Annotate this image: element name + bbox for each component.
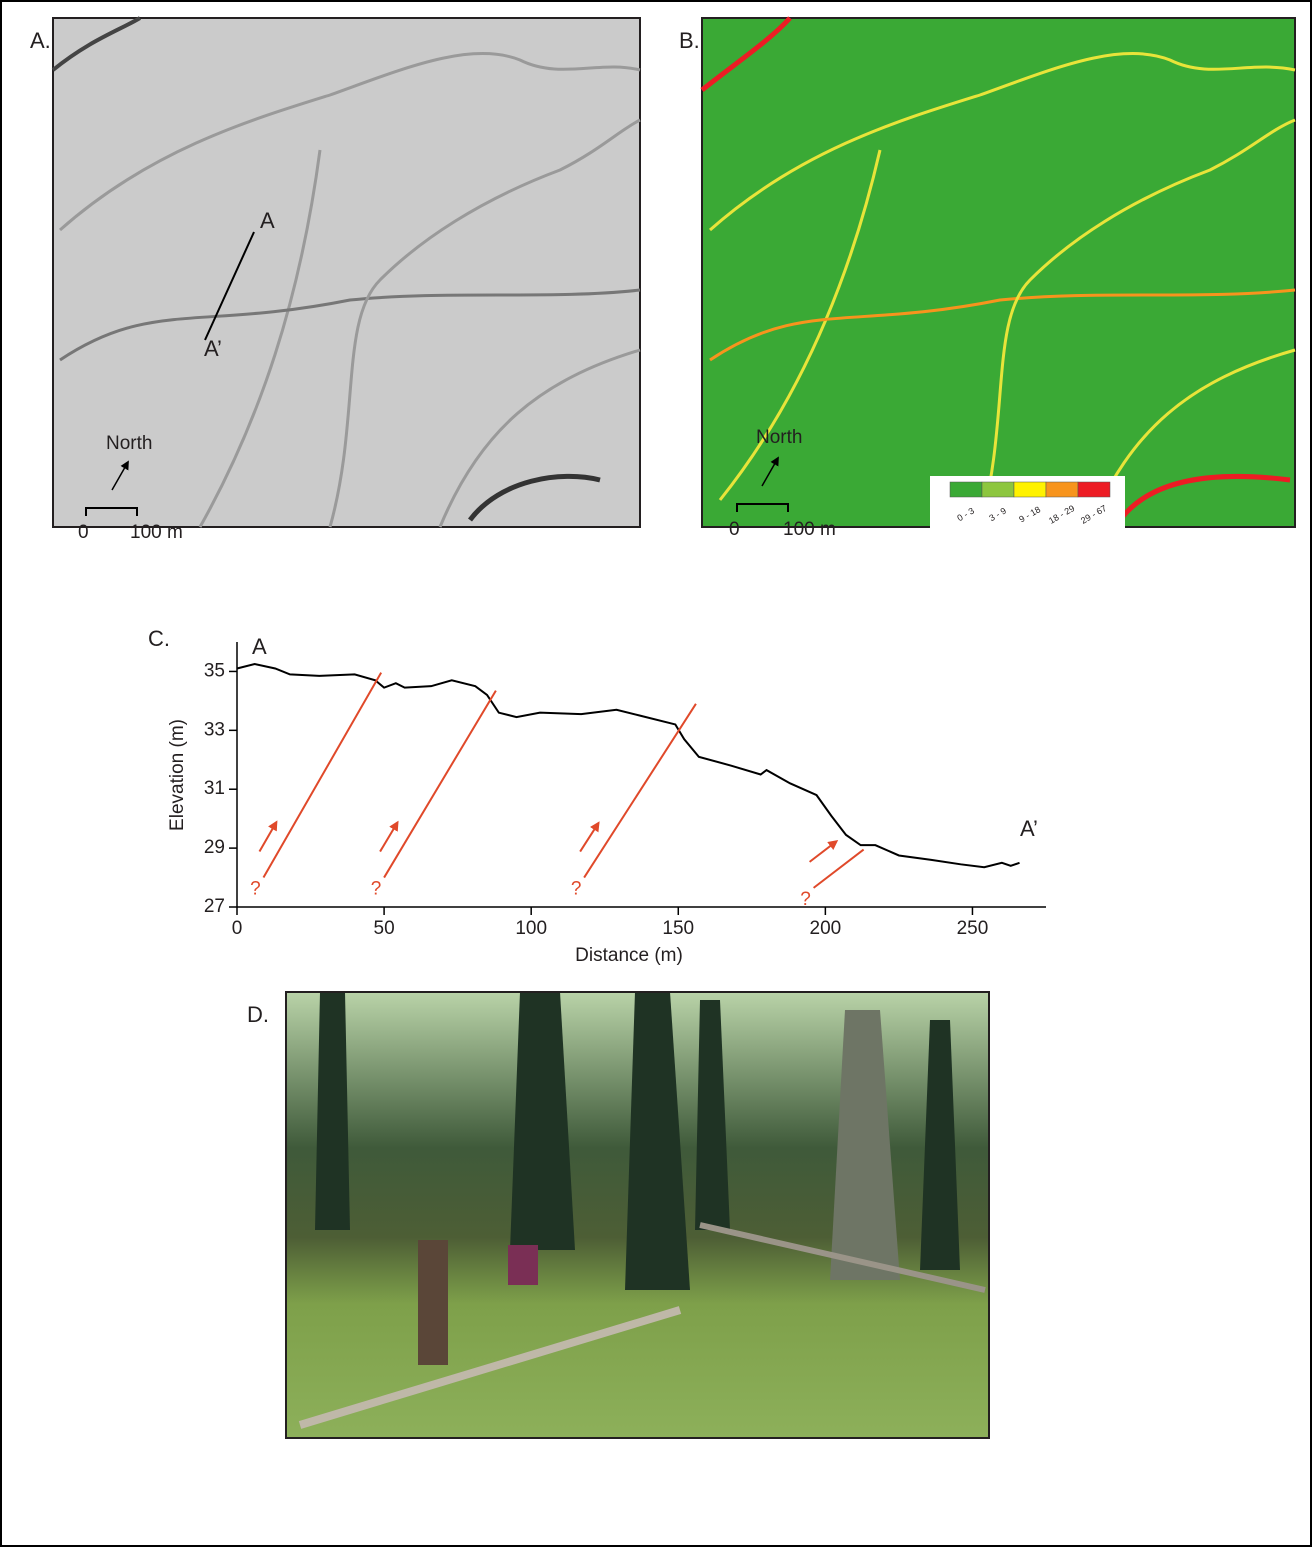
fault-query: ? [250,879,261,900]
legend-swatch [950,482,982,497]
panel-d: D. [247,992,989,1438]
x-tick-label: 250 [957,918,989,939]
panel-label: C. [148,626,170,651]
x-tick-label: 0 [232,918,243,939]
x-tick-label: 150 [662,918,694,939]
scale-start: 0 [78,522,89,543]
y-tick-label: 29 [204,837,225,858]
x-tick-label: 200 [810,918,842,939]
fault-query: ? [800,889,811,910]
legend-swatch [1046,482,1078,497]
fault-query: ? [571,879,582,900]
section-start: A [252,634,267,659]
figure: A. A A’ North 0 100 m B. North 0 100 m 0… [0,0,1312,1547]
north-label: North [106,433,152,454]
scale-end: 100 m [130,522,183,543]
panel-label: A. [30,28,51,53]
person [418,1240,448,1365]
y-axis-title: Elevation (m) [167,719,188,831]
slope-map [702,18,1295,527]
section-start: A [260,208,275,233]
fault-query: ? [371,879,382,900]
person [508,1245,538,1285]
y-tick-label: 35 [204,660,225,681]
page: {"panels": { "a": {"label": "A.", "secti… [0,0,1312,1552]
north-label: North [756,427,802,448]
x-axis-title: Distance (m) [575,945,683,966]
scale-end: 100 m [783,519,836,540]
panel-label: D. [247,1002,269,1027]
scale-start: 0 [729,519,740,540]
legend-swatch [982,482,1014,497]
x-tick-label: 100 [515,918,547,939]
legend-swatch [1078,482,1110,497]
panel-a: A. A A’ North 0 100 m [30,18,640,543]
panel-label: B. [679,28,700,53]
x-tick-label: 50 [374,918,395,939]
legend-swatch [1014,482,1046,497]
y-tick-label: 33 [204,719,225,740]
section-end: A’ [204,336,222,361]
y-tick-label: 31 [204,778,225,799]
section-end: A’ [1020,816,1038,841]
y-tick-label: 27 [204,896,225,917]
